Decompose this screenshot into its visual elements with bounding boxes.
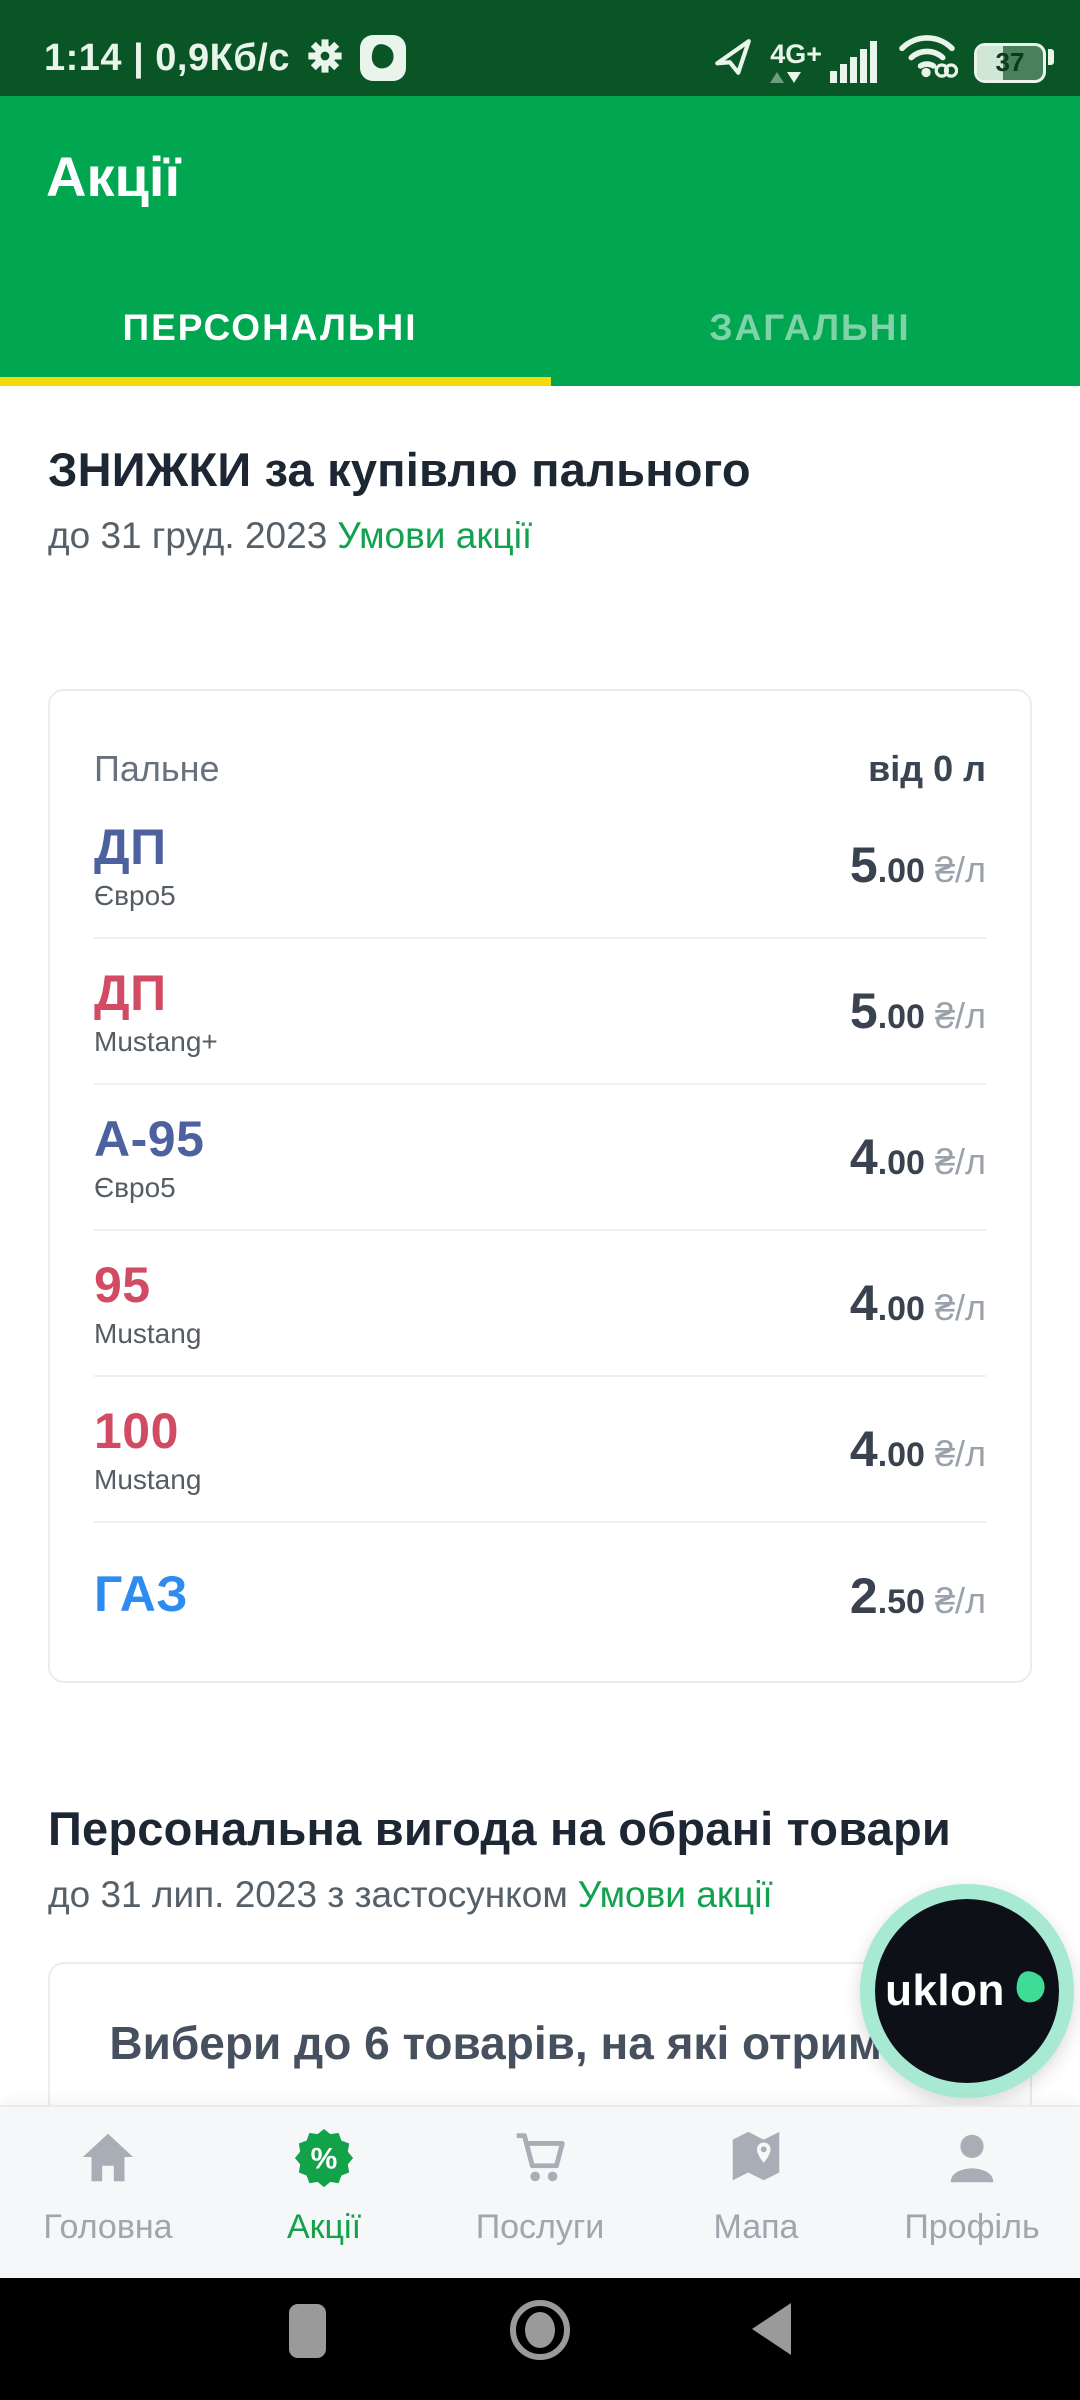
fuel-name: ДП	[94, 819, 167, 875]
price-frac: .00	[877, 852, 925, 890]
fuel-name: А-95	[94, 1111, 205, 1167]
profile-icon	[941, 2127, 1003, 2194]
fuel-row: ГАЗ 2.50 ₴/л	[94, 1523, 986, 1669]
gps-location-icon	[712, 36, 754, 83]
price-int: 5	[849, 983, 878, 1039]
fuel-name: 95	[94, 1257, 151, 1313]
terms-link[interactable]: Умови акції	[577, 1874, 773, 1915]
fuel-column-header: Пальне	[94, 748, 220, 789]
map-icon	[725, 2127, 787, 2194]
fuel-row: 100 Mustang 4.00 ₴/л	[94, 1377, 986, 1523]
fuel-price: 5.00 ₴/л	[850, 836, 986, 894]
promo-text: Вибери до 6 товарів, на які отримаєш	[109, 2017, 971, 2069]
recents-button[interactable]	[289, 2304, 326, 2358]
fuel-subtitle: Євро5	[94, 880, 176, 911]
cellular-signal-icon: 4G+	[770, 37, 880, 83]
volume-column-header: від 0 л	[868, 748, 986, 789]
price-int: 5	[849, 837, 878, 893]
price-frac: .50	[877, 1583, 925, 1621]
page-title: Акції	[46, 145, 181, 208]
nav-item-promotions[interactable]: % Акції	[216, 2107, 432, 2278]
uklon-floating-badge[interactable]: uklon	[860, 1884, 1074, 2098]
android-navbar	[0, 2278, 1080, 2400]
price-int: 4	[849, 1275, 878, 1331]
price-int: 4	[849, 1129, 878, 1185]
percent-seal-icon: %	[293, 2127, 355, 2194]
nav-label: Акції	[286, 2208, 362, 2246]
fuel-section-title: ЗНИЖКИ за купівлю пального	[48, 443, 751, 496]
fuel-subtitle: Євро5	[94, 1172, 176, 1203]
fuel-subtitle: Mustang+	[94, 1026, 218, 1057]
gear-icon	[304, 35, 346, 82]
cart-icon	[509, 2127, 571, 2194]
battery-indicator: 37	[974, 42, 1054, 83]
uklon-label: uklon	[885, 1966, 1005, 2015]
fuel-row: А-95 Євро5 4.00 ₴/л	[94, 1085, 986, 1231]
price-frac: .00	[877, 998, 925, 1036]
status-bar: 1:14 | 0,9Кб/с	[0, 0, 1080, 96]
price-unit: ₴/л	[934, 995, 986, 1036]
nav-item-profile[interactable]: Профіль	[864, 2107, 1080, 2278]
terms-link[interactable]: Умови акції	[337, 515, 533, 556]
nav-label: Профіль	[904, 2208, 1040, 2246]
nav-label: Головна	[43, 2208, 173, 2246]
price-unit: ₴/л	[934, 1287, 986, 1328]
price-frac: .00	[877, 1290, 925, 1328]
nav-item-home[interactable]: Головна	[0, 2107, 216, 2278]
price-unit: ₴/л	[934, 1433, 986, 1474]
fuel-price: 5.00 ₴/л	[850, 982, 986, 1040]
fuel-price: 4.00 ₴/л	[850, 1274, 986, 1332]
personal-section-validity: до 31 лип. 2023 з застосунком Умови акції	[48, 1874, 1032, 1916]
fuel-row: 95 Mustang 4.00 ₴/л	[94, 1231, 986, 1377]
fuel-price: 4.00 ₴/л	[850, 1420, 986, 1478]
fuel-row: ДП Євро5 5.00 ₴/л	[94, 793, 986, 939]
fuel-name: 100	[94, 1403, 179, 1459]
price-int: 2	[849, 1568, 878, 1624]
validity-text: до 31 груд. 2023	[48, 515, 328, 556]
fuel-subtitle: Mustang	[94, 1318, 202, 1349]
fuel-section-validity: до 31 груд. 2023 Умови акції	[48, 515, 1032, 557]
price-frac: .00	[877, 1144, 925, 1182]
price-unit: ₴/л	[934, 1141, 986, 1182]
nav-item-map[interactable]: Мапа	[648, 2107, 864, 2278]
home-button[interactable]	[505, 2295, 575, 2370]
price-int: 4	[849, 1421, 878, 1477]
active-tab-indicator	[0, 377, 551, 386]
price-unit: ₴/л	[934, 849, 986, 890]
fuel-row: ДП Mustang+ 5.00 ₴/л	[94, 939, 986, 1085]
fuel-discount-card: Пальне від 0 л ДП Євро5 5.00 ₴/л ДП Must…	[48, 689, 1032, 1683]
fuel-price: 2.50 ₴/л	[850, 1567, 986, 1625]
wifi-icon	[896, 28, 959, 83]
validity-text: до 31 лип. 2023 з застосунком	[48, 1874, 568, 1915]
status-time-text: 1:14 | 0,9Кб/с	[44, 36, 290, 79]
svg-text:%: %	[311, 2143, 338, 2176]
tab-general[interactable]: ЗАГАЛЬНІ	[709, 307, 911, 348]
network-type-label: 4G+	[770, 38, 822, 69]
tab-bar: ПЕРСОНАЛЬНІ ЗАГАЛЬНІ	[0, 270, 1080, 386]
nav-label: Послуги	[475, 2208, 605, 2246]
price-frac: .00	[877, 1436, 925, 1474]
uklon-pick-icon	[1013, 1970, 1049, 2012]
tab-personal[interactable]: ПЕРСОНАЛЬНІ	[122, 307, 418, 348]
fuel-name: ГАЗ	[94, 1566, 189, 1622]
home-icon	[77, 2127, 139, 2194]
personal-section-title: Персональна вигода на обрані товари	[48, 1802, 952, 1855]
fuel-name: ДП	[94, 965, 167, 1021]
uklon-notification-icon	[359, 35, 406, 81]
back-button[interactable]	[752, 2303, 791, 2355]
nav-item-services[interactable]: Послуги	[432, 2107, 648, 2278]
fuel-price: 4.00 ₴/л	[850, 1128, 986, 1186]
fuel-table-header: Пальне від 0 л	[94, 745, 986, 793]
app-header: Акції ПЕРСОНАЛЬНІ ЗАГАЛЬНІ	[0, 96, 1080, 386]
bottom-nav: Головна % Акції Послуги Мап	[0, 2105, 1080, 2278]
nav-label: Мапа	[713, 2208, 799, 2246]
price-unit: ₴/л	[934, 1580, 986, 1621]
fuel-subtitle: Mustang	[94, 1464, 202, 1495]
battery-percent-label: 37	[995, 47, 1025, 77]
